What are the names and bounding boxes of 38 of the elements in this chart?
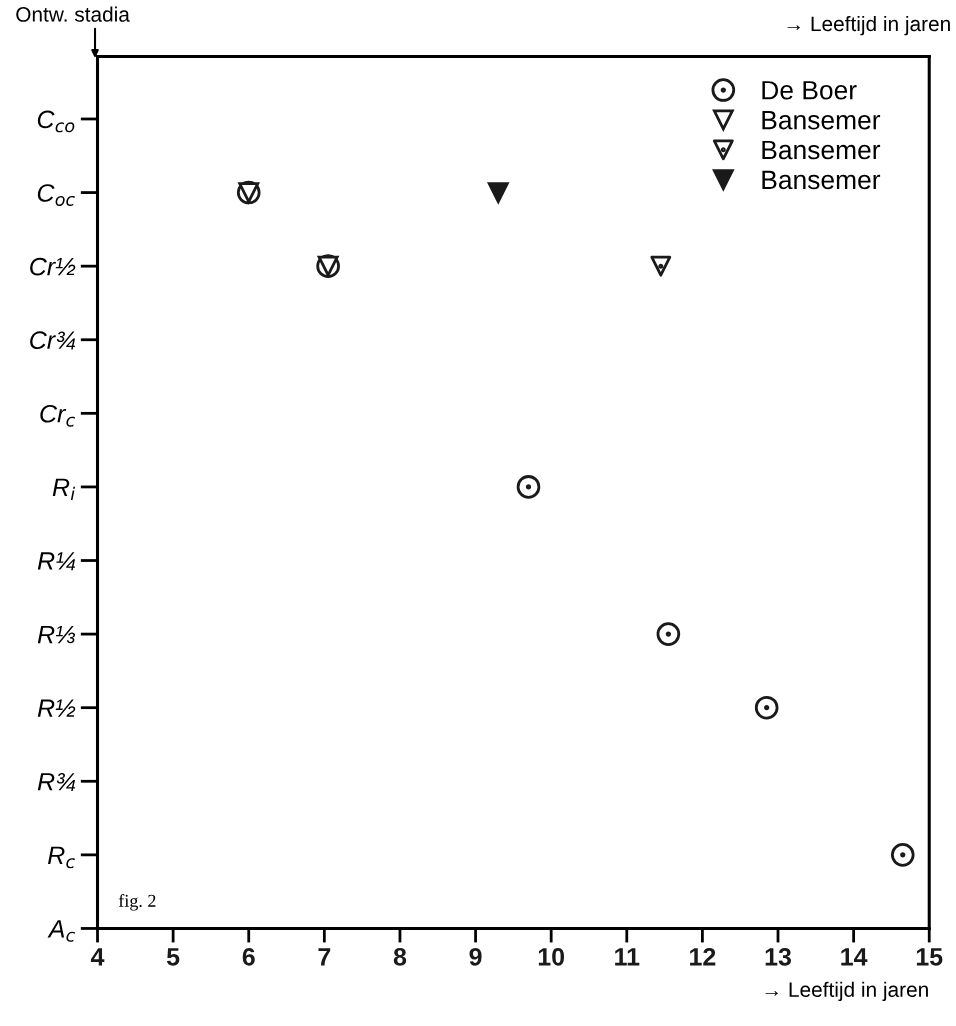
x-tick-label: 6 xyxy=(242,947,255,966)
point xyxy=(754,695,779,720)
y-tick-label: R$_{c}$ xyxy=(48,846,75,869)
y-tick-label: A$_{c}$ xyxy=(47,920,76,942)
x-tick-label: 9 xyxy=(469,947,482,966)
y-tick-label: C$_{oc}$ xyxy=(37,184,75,206)
y-axis-title: Ontw. stadia xyxy=(16,6,130,22)
y-tick-label: Cr½ xyxy=(30,257,76,276)
point xyxy=(487,182,509,203)
y-tick-label: R¾ xyxy=(37,772,76,791)
x-tick-label: 7 xyxy=(318,948,331,966)
x-tick-label: 14 xyxy=(841,948,868,966)
point xyxy=(656,622,681,646)
legend-label: De Boer xyxy=(762,81,857,100)
x-tick-label: 5 xyxy=(166,948,180,966)
y-tick-label: R¼ xyxy=(37,552,76,571)
point xyxy=(650,255,672,277)
text: → Leeftijd in jaren xyxy=(787,15,950,36)
legend-label: Bansemer xyxy=(762,140,881,160)
y-tick-label: Cr$_{c}$ xyxy=(40,404,75,427)
x-tick-label: 12 xyxy=(690,947,716,966)
x-tick-label: 13 xyxy=(765,947,792,966)
x-tick-label: 8 xyxy=(393,947,407,966)
legend-label: Bansemer xyxy=(762,111,881,130)
x-tick-label: 15 xyxy=(916,948,943,966)
annotation: fig. 2 xyxy=(118,894,156,911)
y-tick-label: Cr¾ xyxy=(30,331,76,350)
legend-label: Bansemer xyxy=(762,170,881,190)
y-tick-label: R⅓ xyxy=(37,625,76,644)
y-tick-label: R½ xyxy=(37,699,76,717)
x-tick-label: 4 xyxy=(90,948,105,966)
point xyxy=(516,475,541,499)
point xyxy=(890,843,915,867)
x-tick-label: 11 xyxy=(615,948,640,966)
y-tick-label: C$_{co}$ xyxy=(37,110,75,133)
x-axis-title: → Leeftijd in jaren xyxy=(765,981,928,1002)
x-tick-label: 10 xyxy=(538,947,565,966)
y-tick-label: R$_{i}$ xyxy=(52,478,76,501)
